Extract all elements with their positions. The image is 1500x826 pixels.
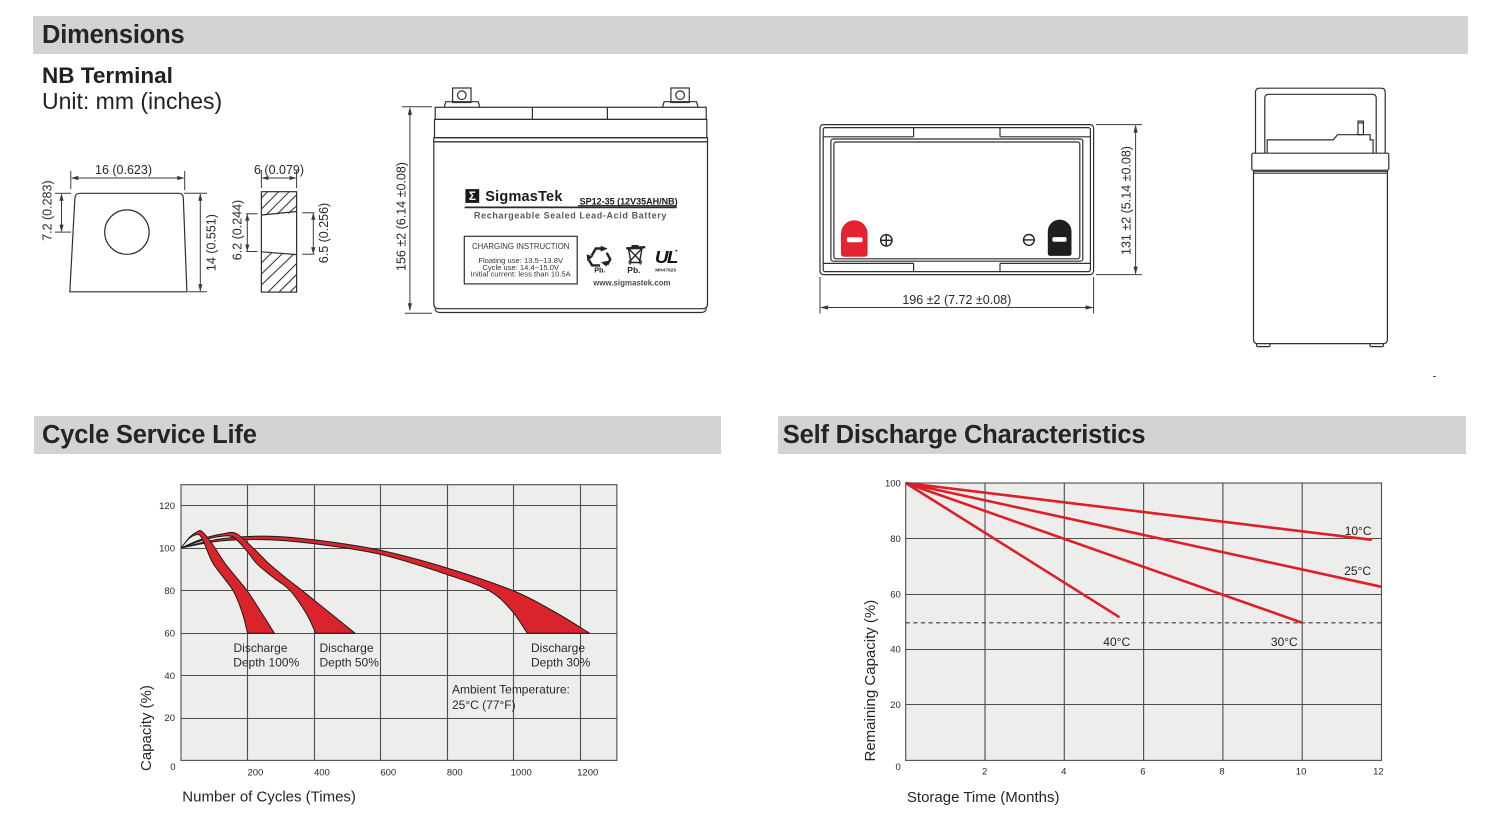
svg-text:1000: 1000 — [511, 768, 532, 779]
svg-text:100: 100 — [159, 543, 175, 554]
svg-text:www.sigmastek.com: www.sigmastek.com — [592, 279, 670, 288]
svg-text:7.2 (0.283): 7.2 (0.283) — [41, 180, 55, 240]
svg-text:4: 4 — [1061, 767, 1066, 778]
svg-text:196 ±2 (7.72 ±0.08): 196 ±2 (7.72 ±0.08) — [902, 293, 1011, 307]
svg-text:Floating use: 13.5~13.8V: Floating use: 13.5~13.8V — [478, 256, 564, 265]
svg-text:200: 200 — [247, 768, 263, 779]
svg-text:Depth 100%: Depth 100% — [233, 656, 299, 670]
svg-text:1200: 1200 — [577, 768, 598, 779]
svg-text:12: 12 — [1373, 767, 1384, 778]
svg-text:80: 80 — [890, 534, 901, 545]
svg-text:600: 600 — [380, 768, 396, 779]
svg-text:20: 20 — [164, 713, 175, 724]
svg-text:Σ: Σ — [469, 189, 476, 203]
svg-text:Discharge: Discharge — [234, 641, 288, 655]
svg-text:Discharge: Discharge — [531, 641, 585, 655]
svg-text:120: 120 — [159, 501, 175, 512]
svg-text:Pb.: Pb. — [627, 265, 640, 275]
svg-text:Ambient Temperature:: Ambient Temperature: — [452, 683, 570, 697]
svg-text:CHARGING INSTRUCTION: CHARGING INSTRUCTION — [472, 242, 569, 251]
svg-text:Discharge: Discharge — [320, 641, 374, 655]
svg-text:40: 40 — [890, 645, 901, 656]
svg-text:800: 800 — [447, 768, 463, 779]
svg-text:Depth 30%: Depth 30% — [531, 656, 591, 670]
svg-text:Depth 50%: Depth 50% — [320, 656, 380, 670]
svg-text:100: 100 — [885, 478, 901, 489]
svg-text:25°C: 25°C — [1344, 564, 1371, 578]
svg-text:60: 60 — [890, 589, 901, 600]
svg-text:MH47929: MH47929 — [655, 267, 676, 273]
svg-text:2: 2 — [982, 767, 987, 778]
svg-text:Pb.: Pb. — [594, 265, 605, 274]
svg-text:40°C: 40°C — [1103, 635, 1130, 649]
svg-text:Number of Cycles (Times): Number of Cycles (Times) — [182, 789, 356, 806]
svg-text:6.2 (0.244): 6.2 (0.244) — [230, 200, 244, 260]
svg-text:SP12-35 (12V35AH/NB): SP12-35 (12V35AH/NB) — [580, 197, 678, 207]
svg-text:0: 0 — [170, 762, 175, 773]
svg-text:156 ±2 (6.14 ±0.08): 156 ±2 (6.14 ±0.08) — [394, 162, 408, 271]
svg-text:Cycle use: 14.4~15.0V: Cycle use: 14.4~15.0V — [482, 263, 560, 272]
svg-text:Rechargeable Sealed Lead-Acid: Rechargeable Sealed Lead-Acid Battery — [474, 210, 667, 220]
svg-text:Capacity (%): Capacity (%) — [138, 685, 155, 771]
svg-text:UL: UL — [655, 248, 678, 267]
svg-text:8: 8 — [1219, 767, 1224, 778]
svg-text:25°C (77°F): 25°C (77°F) — [452, 698, 516, 712]
svg-text:14 (0.551): 14 (0.551) — [205, 214, 219, 271]
svg-text:40: 40 — [164, 671, 175, 682]
svg-text:400: 400 — [314, 768, 330, 779]
svg-text:Storage Time (Months): Storage Time (Months) — [907, 789, 1060, 806]
svg-text:10°C: 10°C — [1345, 524, 1372, 538]
svg-text:6.5 (0.256): 6.5 (0.256) — [317, 203, 331, 263]
svg-text:131 ±2 (5.14 ±0.08): 131 ±2 (5.14 ±0.08) — [1120, 146, 1134, 255]
svg-text:20: 20 — [890, 700, 901, 711]
svg-text:60: 60 — [164, 628, 175, 639]
svg-text:Initial current: less than 10.: Initial current: less than 10.5A — [471, 269, 572, 278]
svg-text:SigmasTek: SigmasTek — [485, 189, 563, 205]
svg-text:10: 10 — [1296, 767, 1307, 778]
svg-text:30°C: 30°C — [1271, 635, 1298, 649]
svg-text:6: 6 — [1140, 767, 1145, 778]
svg-text:16 (0.623): 16 (0.623) — [95, 163, 152, 177]
svg-text:0: 0 — [896, 762, 901, 773]
svg-text:Remaining Capacity (%): Remaining Capacity (%) — [862, 600, 879, 762]
svg-text:6 (0.079): 6 (0.079) — [254, 163, 304, 177]
svg-text:80: 80 — [164, 586, 175, 597]
